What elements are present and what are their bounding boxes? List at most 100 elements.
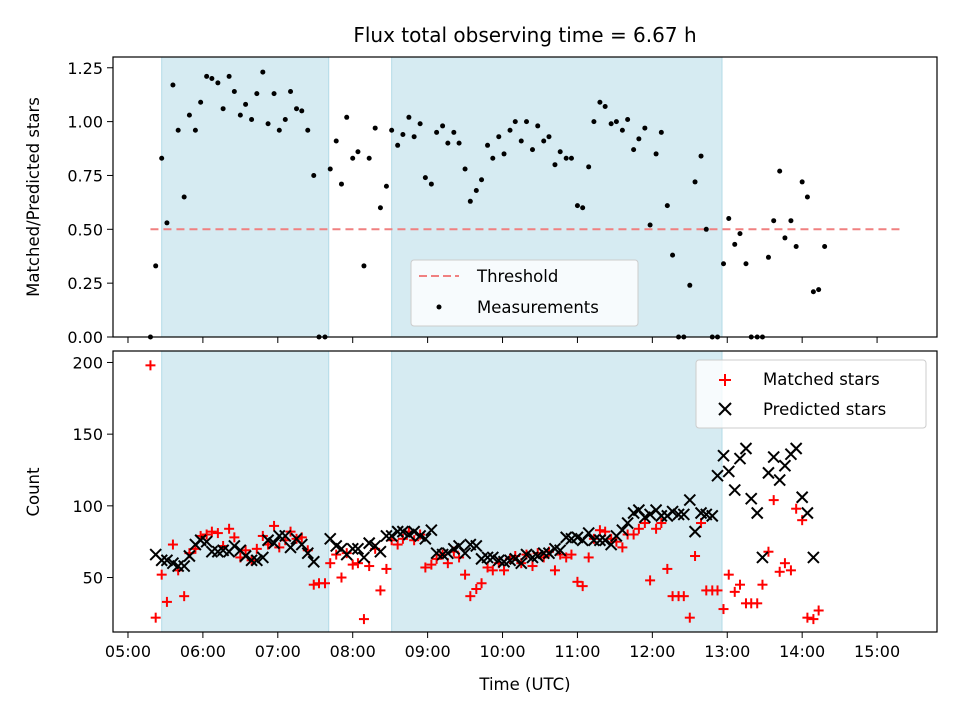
y-tick-label: 0.50 [67, 220, 103, 239]
measurement-point [732, 241, 738, 247]
matched-stars-point [336, 572, 347, 583]
measurement-point [311, 172, 317, 178]
measurement-point [647, 222, 653, 228]
measurement-point [552, 162, 558, 168]
matched-stars-point [651, 523, 662, 534]
predicted-stars-point [481, 551, 494, 564]
measurement-point [658, 129, 664, 135]
predicted-stars-point [245, 554, 258, 567]
matched-stars-point [757, 579, 768, 590]
matched-stars-point [763, 546, 774, 557]
measurement-point [597, 99, 603, 105]
measurement-point [170, 82, 176, 88]
matched-stars-point [774, 566, 785, 577]
predicted-stars-point [228, 539, 241, 553]
predicted-stars-point [351, 542, 365, 556]
predicted-stars-point [441, 546, 455, 560]
measurement-point [788, 218, 794, 224]
predicted-stars-point [155, 554, 168, 567]
measurement-point [440, 123, 446, 129]
matched-stars-point [577, 581, 588, 592]
predicted-stars-point [554, 544, 567, 557]
measurement-point [220, 106, 226, 112]
x-tick-label: 13:00 [704, 642, 750, 661]
y-tick-label: 200 [72, 353, 103, 372]
measurement-point [799, 179, 805, 185]
measurement-point [294, 106, 300, 112]
measurement-point [810, 289, 816, 295]
predicted-stars-point [509, 552, 522, 566]
matched-stars-point [808, 614, 819, 625]
measurement-point [687, 282, 693, 288]
measurement-point [333, 138, 339, 144]
predicted-stars-point [284, 541, 297, 554]
matched-stars-point [269, 520, 280, 531]
predicted-stars-point [385, 529, 398, 543]
predicted-stars-point [407, 525, 421, 538]
top-panel: Flux total observing time = 6.67 h 0.00 0… [24, 23, 938, 347]
measurement-point [580, 205, 586, 211]
predicted-stars-point [520, 548, 533, 561]
measurement-point [350, 155, 356, 161]
matched-stars-point [678, 591, 689, 602]
predicted-stars-point [778, 459, 792, 472]
measurement-point [574, 203, 580, 209]
bottom-panel: 50 100 150 200 05:00 06:00 07:00 08:00 09:00 10:… [24, 350, 938, 694]
chart-title: Flux total observing time = 6.67 h [353, 23, 696, 47]
predicted-stars-point [801, 506, 814, 520]
measurement-point [518, 138, 524, 144]
predicted-stars-point [604, 538, 618, 551]
predicted-stars-point [425, 524, 438, 537]
predicted-stars-point [160, 554, 174, 567]
matched-stars-point [212, 528, 223, 539]
x-tick-label: 12:00 [629, 642, 675, 661]
predicted-stars-point [672, 508, 685, 521]
matched-stars-point [161, 596, 172, 607]
x-tick-label: 14:00 [779, 642, 825, 661]
matched-stars-point [482, 562, 493, 573]
measurement-point [428, 181, 434, 187]
measurement-point [670, 252, 676, 258]
measurement-point [822, 244, 828, 250]
predicted-stars-point [745, 492, 758, 505]
measurement-point [535, 123, 541, 129]
predicted-stars-point [261, 534, 275, 547]
predicted-stars-point [762, 466, 775, 480]
predicted-stars-point [470, 539, 483, 553]
measurement-point [541, 138, 547, 144]
x-tick-label: 10:00 [479, 642, 525, 661]
matched-stars-point [802, 612, 813, 623]
predicted-stars-point [380, 529, 393, 543]
matched-stars-point [645, 575, 656, 586]
measurement-point [692, 179, 698, 185]
matched-stars-point [797, 515, 808, 526]
matched-stars-point [426, 559, 437, 570]
measurement-point [389, 127, 395, 133]
predicted-stars-point [598, 534, 612, 547]
measurement-point [557, 149, 563, 155]
measurement-point [265, 121, 271, 127]
x-axis-label: Time (UTC) [478, 675, 570, 694]
measurement-point [299, 108, 305, 114]
predicted-stars-point [751, 506, 764, 520]
predicted-stars-point [789, 442, 803, 455]
matched-stars-point [167, 539, 178, 550]
y-tick-label: 100 [72, 497, 103, 516]
measurement-point [237, 112, 243, 118]
matched-stars-point [712, 585, 723, 596]
matched-stars-point [224, 523, 235, 534]
x-tick-label: 09:00 [405, 642, 451, 661]
measurement-point [282, 116, 288, 122]
predicted-stars-point [515, 556, 528, 570]
measurement-point [473, 188, 479, 194]
measurement-point [372, 125, 378, 131]
predicted-stars-point [616, 524, 629, 537]
x-tick-label: 06:00 [180, 642, 226, 661]
predicted-stars-point [767, 450, 780, 464]
observing-window [161, 350, 330, 633]
matched-stars-point [628, 529, 639, 540]
matched-stars-point [561, 552, 572, 563]
predicted-stars-point [706, 509, 719, 523]
measurement-point [619, 127, 625, 133]
